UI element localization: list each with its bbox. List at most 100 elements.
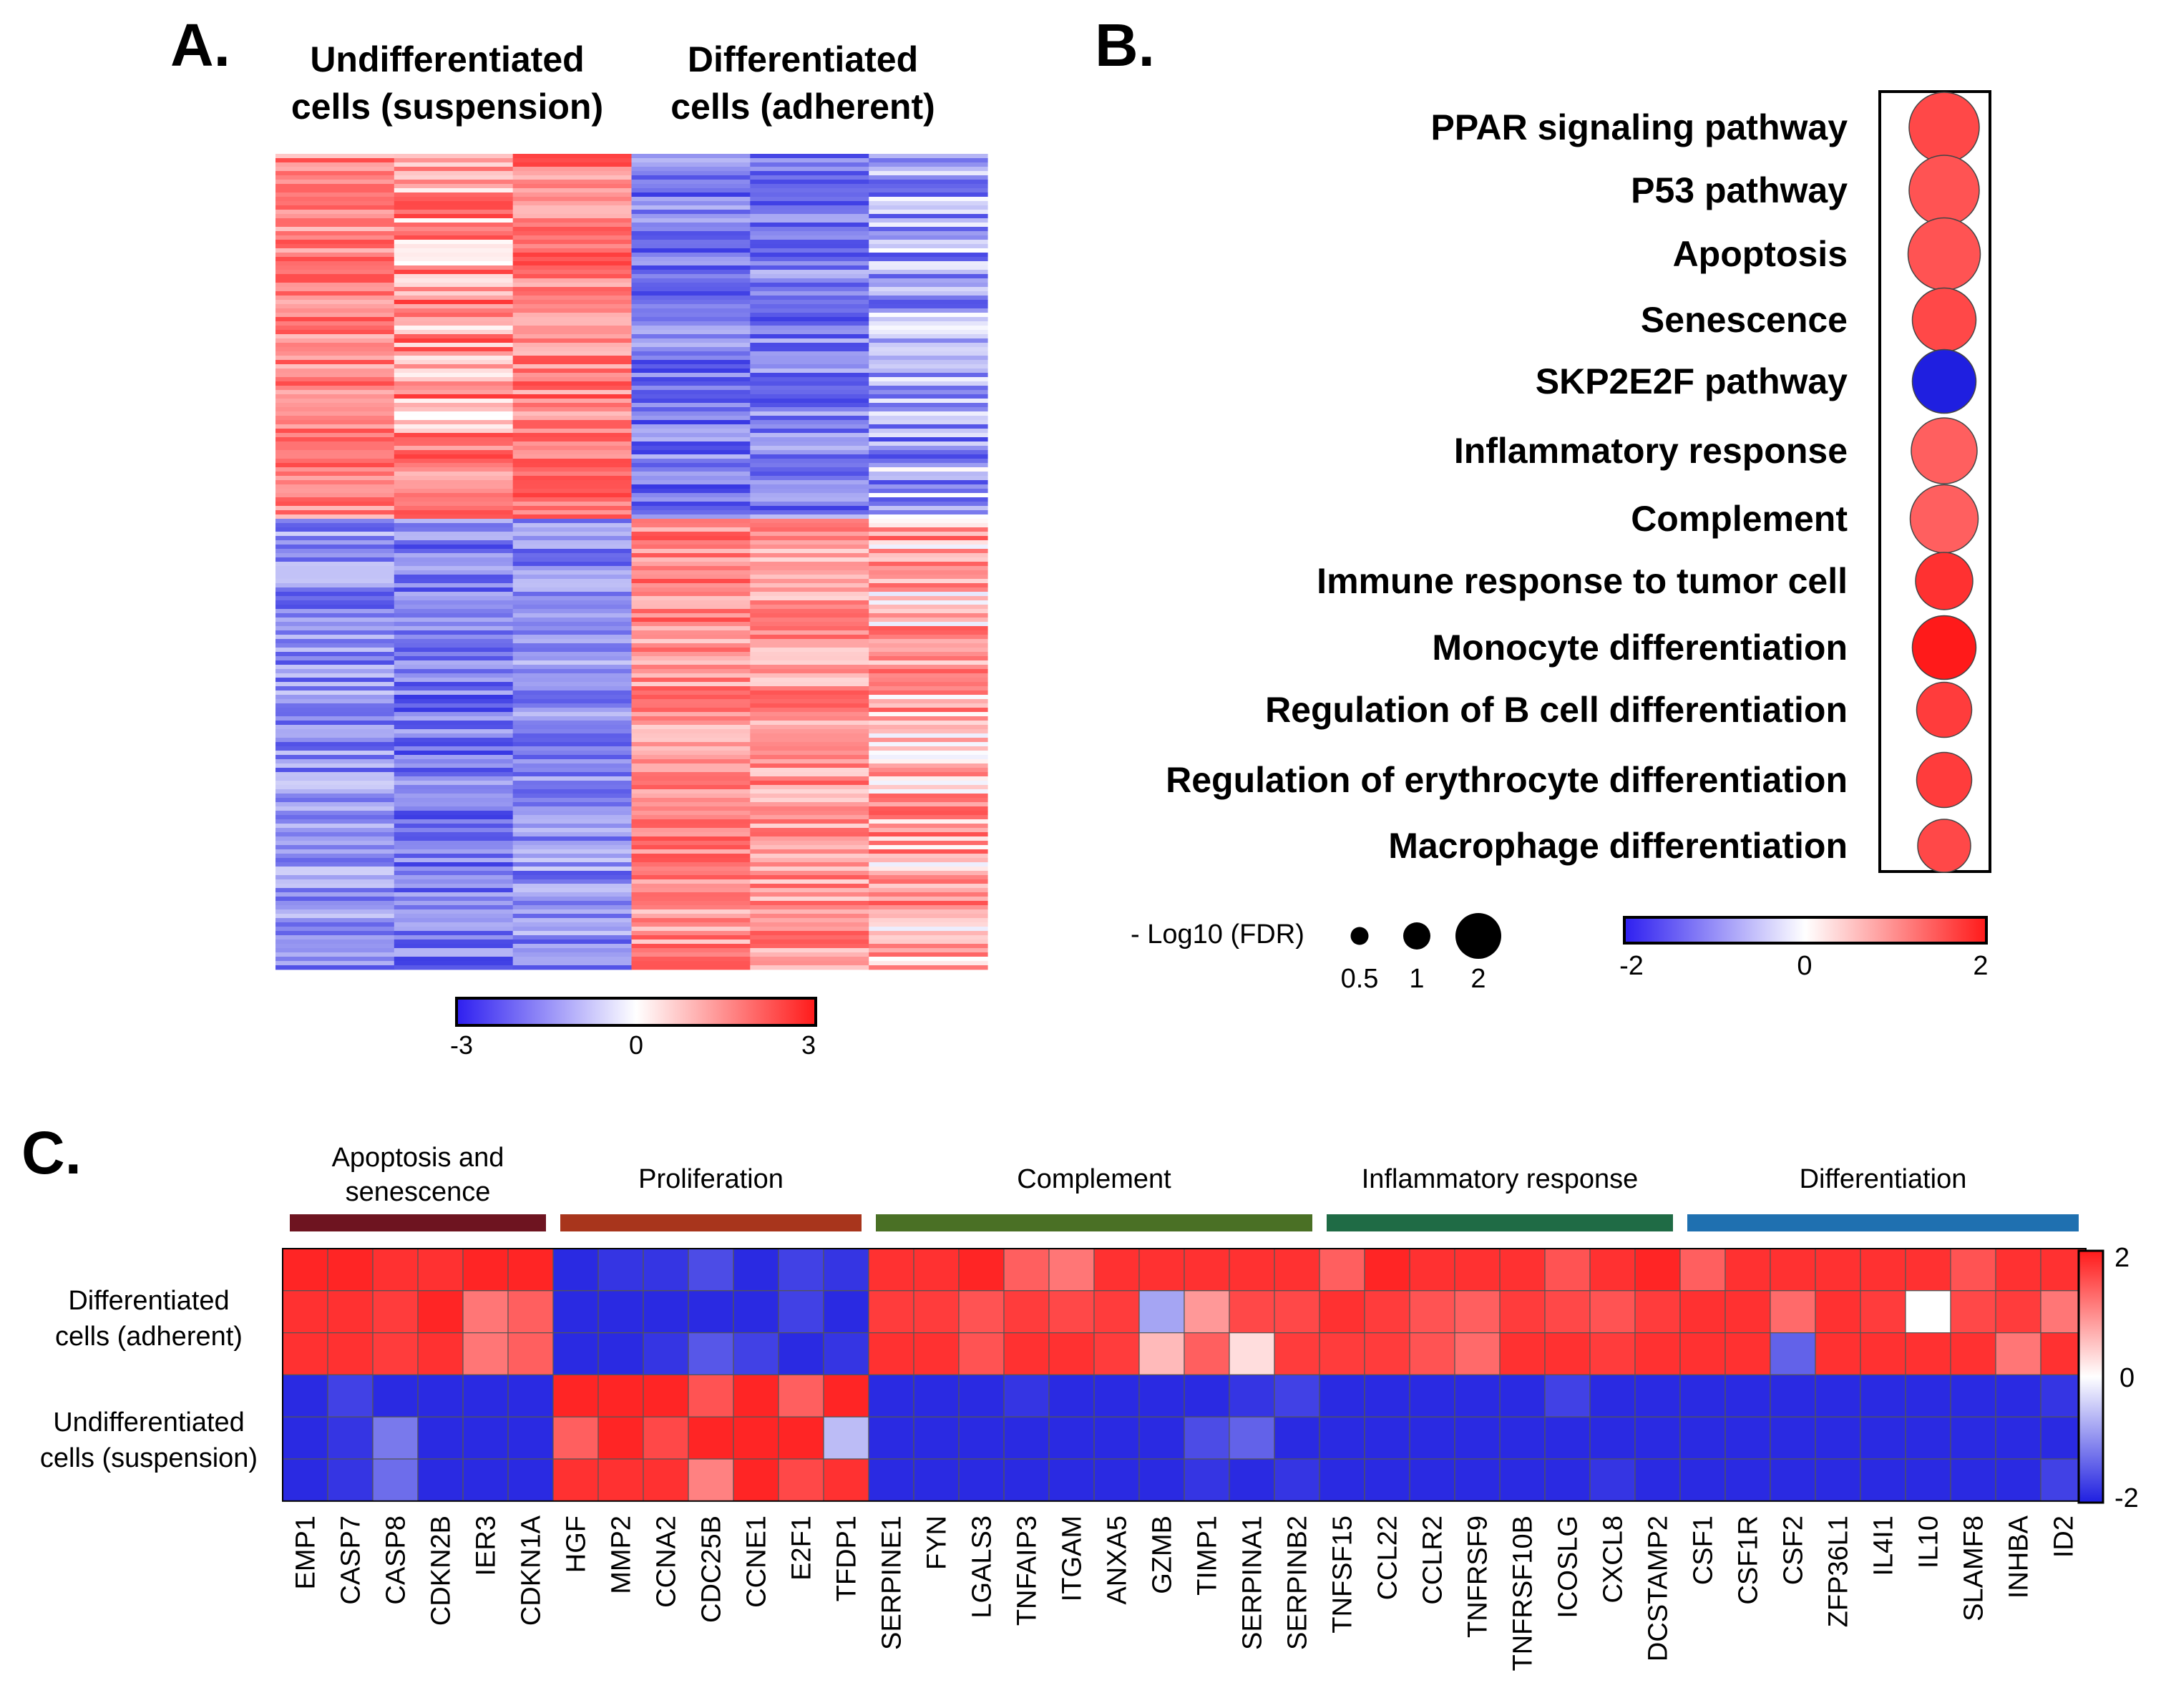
heatmap-c-cell	[688, 1290, 734, 1334]
heatmap-a-stripe	[394, 854, 514, 859]
heatmap-a-stripe	[631, 343, 751, 348]
heatmap-a-stripe	[750, 381, 869, 386]
heatmap-a-stripe	[750, 686, 869, 691]
heatmap-a-stripe	[394, 858, 514, 863]
heatmap-a-stripe	[275, 321, 395, 326]
heatmap-c-cell	[507, 1290, 554, 1334]
heatmap-a-stripe	[512, 472, 633, 477]
heatmap-c-cell	[1003, 1458, 1050, 1502]
heatmap-a-stripe	[394, 763, 514, 768]
heatmap-a-stripe	[869, 725, 988, 730]
heatmap-c-cell	[1995, 1374, 2041, 1417]
heatmap-a-stripe	[631, 536, 751, 541]
heatmap-a-stripe	[631, 540, 751, 545]
gene-label: CSF2	[1779, 1516, 1809, 1585]
heatmap-a-stripe	[275, 433, 395, 438]
heatmap-a-stripe	[394, 884, 514, 889]
heatmap-a-stripe	[394, 540, 514, 545]
heatmap-a-stripe	[750, 785, 869, 790]
gene-label: CCNE1	[742, 1516, 772, 1608]
heatmap-a-stripe	[394, 175, 514, 180]
heatmap-a-stripe	[869, 171, 988, 176]
heatmap-a-stripe	[631, 871, 751, 876]
heatmap-a-stripe	[512, 227, 633, 232]
heatmap-a-stripe	[750, 347, 869, 352]
heatmap-a-stripe	[869, 420, 988, 425]
heatmap-c-cell	[1138, 1458, 1185, 1502]
heatmap-a-stripe	[869, 484, 988, 489]
heatmap-c-cell	[1409, 1374, 1455, 1417]
heatmap-a-stripe	[394, 188, 514, 193]
gene-label: CASP7	[336, 1516, 366, 1605]
heatmap-a-stripe	[869, 952, 988, 957]
heatmap-a-stripe	[275, 605, 395, 610]
heatmap-c-cell	[1454, 1248, 1501, 1292]
heatmap-a-stripe	[869, 609, 988, 614]
gene-label: IER3	[472, 1516, 502, 1576]
heatmap-c-cell	[282, 1290, 328, 1334]
heatmap-a-stripe	[512, 274, 633, 279]
heatmap-a-stripe	[275, 562, 395, 567]
heatmap-a-stripe	[512, 343, 633, 348]
heatmap-a-stripe	[275, 201, 395, 206]
heatmap-c-cell	[1860, 1290, 1906, 1334]
heatmap-a-stripe	[631, 695, 751, 700]
heatmap-c-cell	[327, 1290, 374, 1334]
heatmap-a-stripe	[394, 373, 514, 378]
heatmap-a-stripe	[869, 940, 988, 945]
heatmap-a-stripe	[750, 832, 869, 837]
heatmap-a-stripe	[750, 265, 869, 270]
heatmap-a-stripe	[275, 192, 395, 197]
heatmap-a-stripe	[275, 536, 395, 541]
heatmap-a-stripe	[394, 506, 514, 511]
heatmap-a-stripe	[512, 879, 633, 884]
heatmap-a-stripe	[275, 828, 395, 833]
heatmap-a-stripe	[394, 781, 514, 786]
heatmap-a-stripe	[275, 909, 395, 914]
heatmap-a-stripe	[275, 210, 395, 215]
heatmap-a-stripe	[750, 871, 869, 876]
heatmap-a-stripe	[512, 746, 633, 751]
heatmap-a-stripe	[275, 669, 395, 674]
heatmap-a-stripe	[512, 424, 633, 429]
heatmap-a-stripe	[631, 394, 751, 399]
heatmap-a-stripe	[869, 403, 988, 408]
heatmap-a-stripe	[275, 721, 395, 726]
heatmap-a-stripe	[631, 287, 751, 292]
heatmap-a-stripe	[869, 583, 988, 588]
heatmap-a-stripe	[394, 450, 514, 455]
heatmap-c-cell	[733, 1290, 779, 1334]
heatmap-a-stripe	[394, 394, 514, 399]
heatmap-a-stripe	[394, 360, 514, 365]
heatmap-c-cell	[1048, 1332, 1095, 1375]
heatmap-a-stripe	[631, 781, 751, 786]
panel-b-pathway-dots	[1907, 92, 1981, 873]
heatmap-a-stripe	[275, 248, 395, 253]
heatmap-a-stripe	[512, 201, 633, 206]
heatmap-a-stripe	[512, 454, 633, 459]
heatmap-c-cell	[1274, 1374, 1320, 1417]
heatmap-c-cell	[327, 1458, 374, 1502]
heatmap-a-stripe	[869, 536, 988, 541]
heatmap-a-stripe	[512, 364, 633, 369]
heatmap-a-stripe	[631, 291, 751, 296]
gene-group-label: senescence	[346, 1177, 491, 1207]
heatmap-a-stripe	[750, 364, 869, 369]
heatmap-a-stripe	[750, 909, 869, 914]
heatmap-a-stripe	[394, 527, 514, 532]
heatmap-c-cell	[778, 1332, 824, 1375]
heatmap-a-stripe	[631, 416, 751, 421]
heatmap-c-cell	[1770, 1458, 1816, 1502]
heatmap-a-stripe	[750, 270, 869, 275]
heatmap-a-stripe	[750, 703, 869, 708]
heatmap-a-stripe	[631, 296, 751, 301]
heatmap-a-stripe	[631, 381, 751, 386]
heatmap-a-stripe	[631, 386, 751, 391]
heatmap-a-stripe	[631, 364, 751, 369]
heatmap-a-stripe	[631, 519, 751, 524]
heatmap-c-cell	[462, 1416, 509, 1460]
heatmap-c-cell	[1138, 1416, 1185, 1460]
heatmap-c-cell	[552, 1248, 599, 1292]
gene-label: CASP8	[381, 1516, 411, 1605]
heatmap-a-stripe	[394, 605, 514, 610]
